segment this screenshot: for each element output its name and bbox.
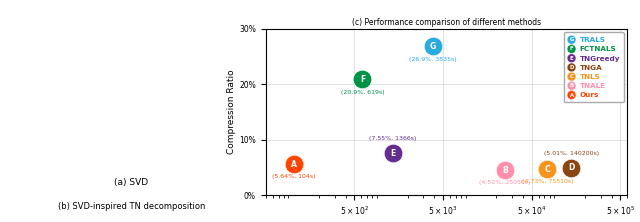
Point — [428, 44, 438, 48]
Point — [289, 162, 299, 166]
Point — [566, 166, 577, 169]
Text: D: D — [568, 163, 575, 172]
Text: B: B — [502, 166, 508, 175]
Text: (4.52%, 25050s): (4.52%, 25050s) — [479, 180, 531, 185]
Text: (20.9%, 619s): (20.9%, 619s) — [340, 90, 384, 95]
Text: (26.9%, 3835s): (26.9%, 3835s) — [409, 57, 456, 62]
Point — [542, 167, 552, 171]
Text: (5.01%, 140200s): (5.01%, 140200s) — [543, 151, 599, 156]
Text: (5.64%, 104s): (5.64%, 104s) — [272, 174, 316, 179]
Legend: TRALS, FCTNALS, TNGreedy, TNGA, TNLS, TNALE, Ours: TRALS, FCTNALS, TNGreedy, TNGA, TNLS, TN… — [564, 32, 623, 102]
Text: F: F — [360, 75, 365, 84]
Text: A: A — [291, 160, 297, 168]
Text: G: G — [429, 42, 436, 51]
Point — [500, 168, 510, 172]
Text: C: C — [545, 165, 550, 174]
Text: E: E — [390, 149, 396, 158]
Point — [357, 78, 367, 81]
Text: (a) SVD: (a) SVD — [114, 178, 148, 186]
Point — [388, 152, 398, 155]
Text: (4.73%, 75510s): (4.73%, 75510s) — [522, 178, 573, 184]
Title: (c) Performance comparison of different methods: (c) Performance comparison of different … — [352, 18, 541, 27]
Text: (7.55%, 1366s): (7.55%, 1366s) — [369, 136, 417, 141]
Y-axis label: Compression Ratio: Compression Ratio — [227, 70, 236, 155]
Text: (b) SVD-inspired TN decomposition: (b) SVD-inspired TN decomposition — [58, 202, 205, 211]
